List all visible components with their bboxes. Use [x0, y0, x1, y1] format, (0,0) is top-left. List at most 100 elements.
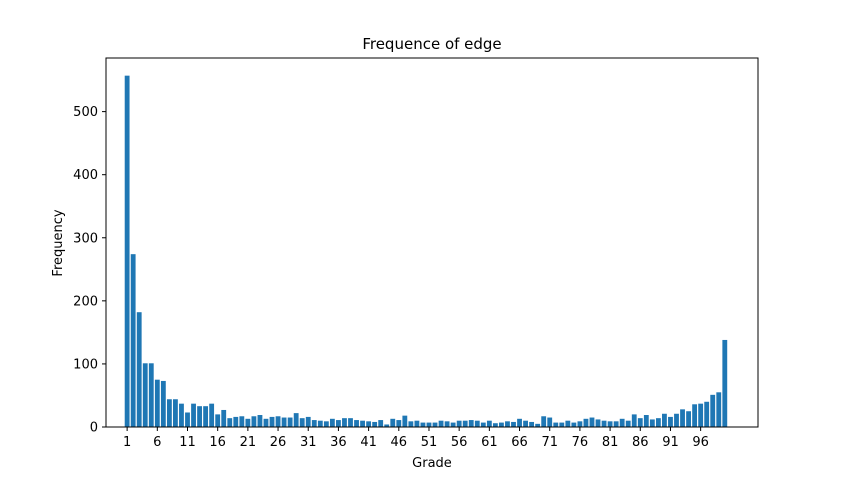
bar	[662, 413, 667, 427]
bar	[462, 420, 468, 427]
bar	[221, 409, 227, 427]
x-tick-label: 16	[209, 435, 226, 450]
bar	[245, 418, 251, 427]
bar	[257, 415, 263, 427]
x-tick-label: 26	[270, 435, 287, 450]
bar	[577, 421, 583, 427]
bar	[329, 418, 335, 427]
bar	[293, 413, 299, 427]
bar	[571, 422, 577, 427]
bar	[492, 423, 498, 427]
y-tick-label: 100	[73, 357, 98, 372]
bar	[704, 401, 710, 427]
bar	[517, 418, 522, 427]
bar	[655, 418, 661, 427]
bar	[372, 421, 378, 427]
bar	[686, 411, 691, 427]
bar	[541, 416, 547, 427]
bar	[275, 416, 281, 427]
bar	[287, 417, 293, 427]
x-tick-label: 61	[481, 435, 498, 450]
bar	[559, 422, 565, 427]
bar	[323, 421, 329, 427]
bar	[710, 394, 716, 427]
bar	[299, 418, 305, 427]
bar	[360, 420, 365, 427]
x-tick-label: 6	[153, 435, 161, 450]
bar	[505, 421, 510, 427]
bar	[130, 254, 136, 427]
bar	[511, 421, 516, 427]
y-tick-label: 300	[73, 231, 98, 246]
x-axis-label: Grade	[412, 456, 452, 471]
bar	[456, 420, 462, 427]
bar	[148, 363, 154, 427]
x-tick-label: 21	[240, 435, 257, 450]
bar	[354, 420, 359, 427]
bar	[160, 380, 166, 427]
bar	[233, 416, 239, 427]
x-tick-label: 81	[602, 435, 619, 450]
bar	[668, 416, 673, 427]
bar	[342, 418, 347, 427]
bar	[583, 418, 589, 427]
bar	[619, 418, 625, 427]
bar	[420, 422, 426, 427]
bar	[197, 406, 202, 427]
bar	[166, 399, 172, 427]
bar	[595, 419, 601, 427]
x-tick-label: 56	[451, 435, 468, 450]
bar	[384, 424, 390, 427]
y-tick-label: 500	[73, 105, 98, 120]
bar	[378, 420, 384, 427]
bar	[637, 418, 643, 427]
bar	[535, 423, 541, 427]
bar	[136, 312, 142, 427]
bar	[396, 420, 402, 427]
bar	[426, 422, 432, 427]
bar	[565, 420, 571, 427]
bar	[631, 414, 637, 427]
bar	[281, 417, 287, 427]
bar	[317, 420, 323, 427]
bar	[716, 392, 722, 427]
bar	[523, 420, 528, 427]
x-tick-label: 76	[572, 435, 589, 450]
bar	[547, 417, 553, 427]
bar	[239, 416, 245, 427]
x-tick-label: 51	[421, 435, 438, 450]
bar	[589, 417, 595, 427]
bar	[124, 75, 130, 428]
bars-group	[124, 75, 728, 428]
bar	[142, 363, 148, 427]
y-tick-label: 400	[73, 168, 98, 183]
bar	[438, 420, 444, 427]
bar	[474, 420, 480, 427]
y-axis: 0 100 200 300 400 500	[73, 105, 106, 436]
bar	[529, 421, 535, 427]
bar	[402, 415, 408, 427]
bar	[191, 403, 196, 427]
bar	[227, 418, 233, 427]
bar	[607, 421, 613, 427]
bar	[179, 403, 184, 427]
y-axis-label: Frequency	[51, 209, 66, 276]
plot-frame	[105, 57, 759, 428]
bar	[553, 422, 559, 427]
bar	[390, 418, 396, 427]
bar	[263, 418, 269, 427]
bar	[414, 420, 420, 427]
bar	[680, 409, 685, 427]
bar	[499, 422, 504, 427]
bar	[722, 339, 728, 427]
x-tick-label: 96	[692, 435, 709, 450]
bar	[215, 414, 221, 427]
bar	[251, 416, 257, 427]
x-tick-label: 91	[662, 435, 679, 450]
bar	[649, 419, 655, 427]
bar	[486, 420, 492, 427]
bar	[625, 420, 631, 427]
y-tick-label: 200	[73, 294, 98, 309]
